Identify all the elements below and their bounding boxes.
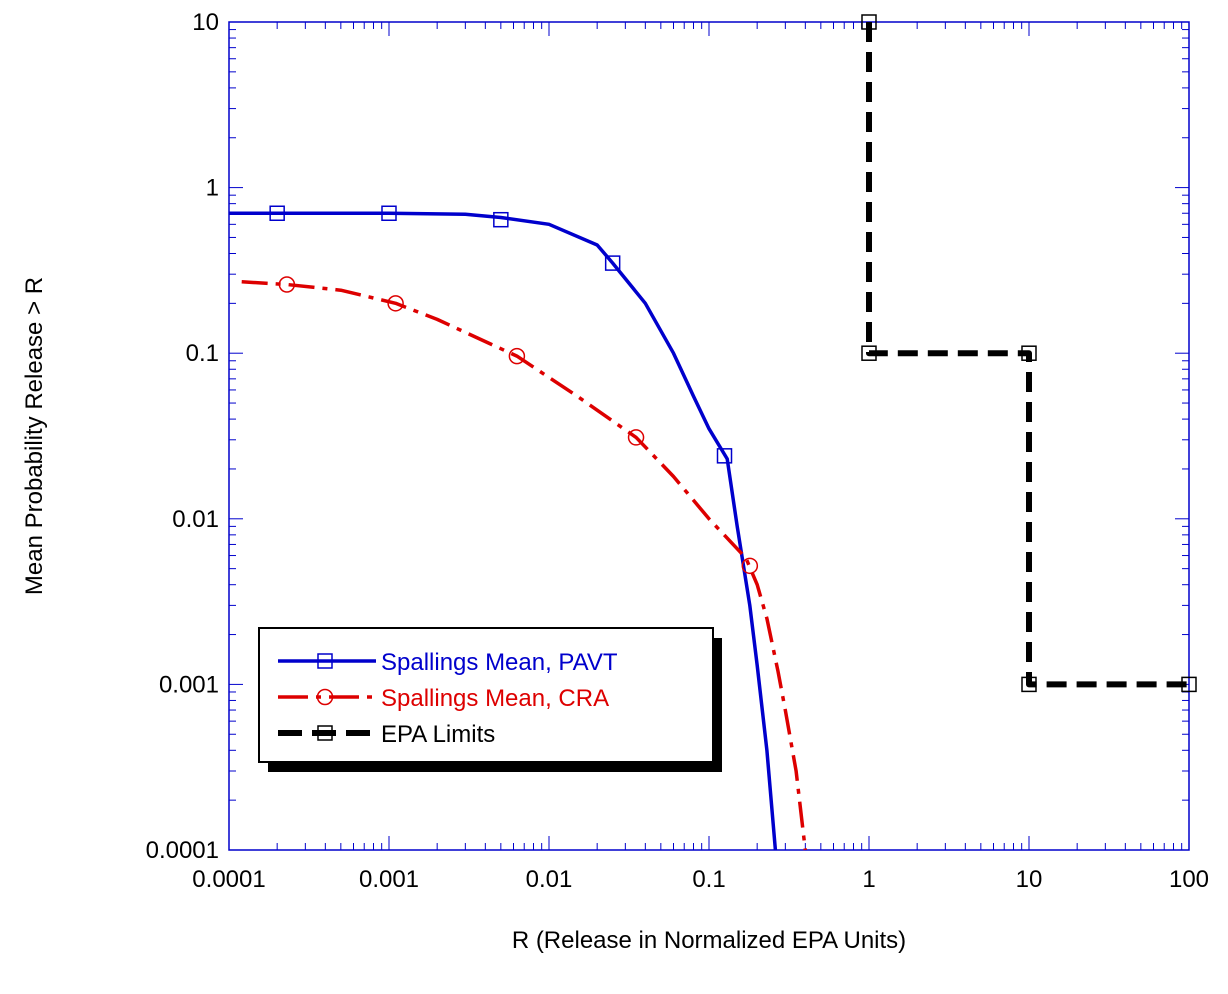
legend-label: Spallings Mean, PAVT: [381, 649, 618, 676]
data-point-marker: [508, 347, 526, 365]
x-tick-label: 1: [862, 866, 875, 893]
x-axis-title: R (Release in Normalized EPA Units): [512, 927, 906, 954]
series-3: [861, 14, 1197, 693]
series-line: [229, 211, 778, 851]
series-layer: [229, 14, 1197, 851]
data-point-marker: [604, 255, 621, 271]
data-point-marker: [1181, 676, 1197, 693]
y-tick-label: 1: [206, 175, 219, 202]
plot-frame: [228, 21, 1190, 851]
legend-marker: [317, 725, 333, 741]
data-point-marker: [493, 211, 509, 228]
data-point-marker: [861, 345, 877, 361]
y-tick-label: 0.1: [186, 340, 219, 367]
data-point-marker: [627, 429, 645, 446]
series-2: [241, 276, 808, 851]
y-tick-label: 0.0001: [146, 837, 219, 864]
series-line: [241, 280, 808, 851]
data-point-marker: [1021, 345, 1037, 361]
x-tick-label: 0.1: [692, 866, 725, 893]
tick-labels-layer: 0.0001 0.001 0.01 0.1 1 10 100 0.0001 0.001 0.01 0…: [146, 9, 1209, 893]
ticks-layer: [228, 21, 1190, 851]
data-point-marker: [278, 276, 296, 293]
x-tick-label: 0.0001: [192, 866, 265, 893]
x-tick-label: 0.001: [359, 866, 419, 893]
data-point-marker: [381, 205, 397, 222]
y-tick-label: 10: [192, 9, 219, 36]
series-1: [229, 205, 778, 851]
data-point-marker: [741, 557, 759, 575]
series-line: [866, 22, 1189, 688]
legend-box: [258, 627, 714, 763]
x-tick-label: 10: [1016, 866, 1043, 893]
y-axis-title: Mean Probability Release > R: [21, 277, 48, 595]
data-point-marker: [716, 448, 733, 464]
y-tick-label: 0.01: [172, 506, 219, 533]
data-point-marker: [1021, 676, 1037, 693]
y-tick-label: 0.001: [159, 671, 219, 698]
data-point-marker: [269, 205, 285, 222]
x-tick-label: 100: [1169, 866, 1209, 893]
legend-marker: [317, 653, 333, 669]
data-point-marker: [861, 14, 877, 30]
legend-label: EPA Limits: [381, 721, 495, 748]
legend-marker: [316, 688, 334, 706]
data-point-marker: [387, 295, 404, 312]
x-tick-label: 0.01: [526, 866, 573, 893]
legend-label: Spallings Mean, CRA: [381, 685, 609, 712]
legend: Spallings Mean, PAVT Spallings Mean, CRA E…: [258, 627, 722, 772]
